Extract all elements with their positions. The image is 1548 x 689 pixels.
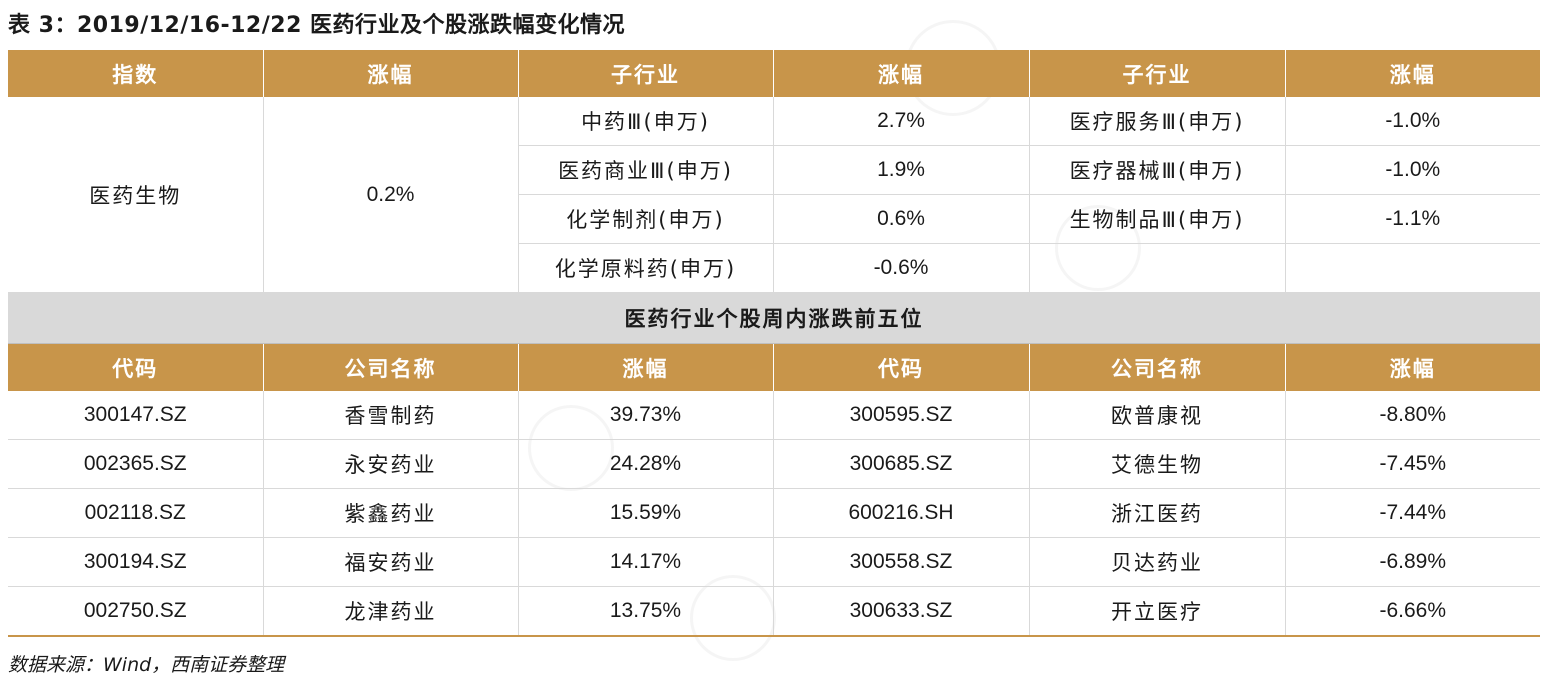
header-company: 公司名称 [1029, 343, 1286, 391]
header-company: 公司名称 [263, 343, 519, 391]
table-row: 002750.SZ 龙津药业 13.75% 300633.SZ 开立医疗 -6.… [8, 586, 1540, 637]
stock-code: 300558.SZ [773, 537, 1030, 587]
company-name: 浙江医药 [1029, 488, 1286, 538]
table-row: 300147.SZ 香雪制药 39.73% 300595.SZ 欧普康视 -8.… [8, 391, 1540, 440]
data-table: 指数 涨幅 子行业 涨幅 子行业 涨幅 医药生物 0.2% 中药Ⅲ(申万) 2.… [8, 50, 1540, 637]
subindustry-change: 1.9% [773, 145, 1030, 195]
source-note: 数据来源：Wind，西南证券整理 [8, 654, 285, 676]
company-name: 紫鑫药业 [263, 488, 519, 538]
header-subindustry: 子行业 [518, 50, 774, 97]
subindustry-change: -1.1% [1285, 194, 1540, 244]
header-change: 涨幅 [263, 50, 519, 97]
company-name: 开立医疗 [1029, 586, 1286, 637]
subindustry-name [1029, 243, 1286, 293]
header-code: 代码 [8, 343, 264, 391]
table-title: 表 3：2019/12/16-12/22 医药行业及个股涨跌幅变化情况 [8, 13, 626, 38]
header-change: 涨幅 [518, 343, 774, 391]
stock-code: 600216.SH [773, 488, 1030, 538]
section-title: 医药行业个股周内涨跌前五位 [8, 292, 1540, 344]
stock-code: 300685.SZ [773, 439, 1030, 489]
subindustry-name: 医药商业Ⅲ(申万) [518, 145, 774, 195]
stock-change: -8.80% [1285, 391, 1540, 440]
index-name: 医药生物 [8, 97, 264, 293]
company-name: 龙津药业 [263, 586, 519, 637]
stock-change: 13.75% [518, 586, 774, 637]
stock-code: 300194.SZ [8, 537, 264, 587]
subindustry-change: 2.7% [773, 97, 1030, 146]
table-row: 002365.SZ 永安药业 24.28% 300685.SZ 艾德生物 -7.… [8, 439, 1540, 489]
stock-change: -6.89% [1285, 537, 1540, 587]
header-subindustry: 子行业 [1029, 50, 1286, 97]
stock-change: 24.28% [518, 439, 774, 489]
header-index: 指数 [8, 50, 264, 97]
table-row: 300194.SZ 福安药业 14.17% 300558.SZ 贝达药业 -6.… [8, 537, 1540, 587]
subindustry-change: 0.6% [773, 194, 1030, 244]
subindustry-name: 化学原料药(申万) [518, 243, 774, 293]
header-change: 涨幅 [1285, 50, 1540, 97]
stock-change: -6.66% [1285, 586, 1540, 637]
company-name: 永安药业 [263, 439, 519, 489]
top-header-row: 指数 涨幅 子行业 涨幅 子行业 涨幅 [8, 50, 1540, 97]
company-name: 贝达药业 [1029, 537, 1286, 587]
stock-code: 300595.SZ [773, 391, 1030, 440]
stock-code: 300147.SZ [8, 391, 264, 440]
company-name: 艾德生物 [1029, 439, 1286, 489]
table-row: 002118.SZ 紫鑫药业 15.59% 600216.SH 浙江医药 -7.… [8, 488, 1540, 538]
bottom-header-row: 代码 公司名称 涨幅 代码 公司名称 涨幅 [8, 343, 1540, 391]
section-row: 医药行业个股周内涨跌前五位 [8, 292, 1540, 344]
subindustry-change [1285, 243, 1540, 293]
header-code: 代码 [773, 343, 1030, 391]
stock-code: 002365.SZ [8, 439, 264, 489]
subindustry-name: 中药Ⅲ(申万) [518, 97, 774, 146]
stock-change: 39.73% [518, 391, 774, 440]
subindustry-change: -0.6% [773, 243, 1030, 293]
company-name: 福安药业 [263, 537, 519, 587]
index-change: 0.2% [263, 97, 519, 293]
stock-change: -7.45% [1285, 439, 1540, 489]
table-row: 化学原料药(申万) -0.6% [8, 243, 1540, 293]
stock-code: 002750.SZ [8, 586, 264, 637]
stock-change: 14.17% [518, 537, 774, 587]
subindustry-change: -1.0% [1285, 97, 1540, 146]
stock-code: 002118.SZ [8, 488, 264, 538]
table-row: 医药商业Ⅲ(申万) 1.9% 医疗器械Ⅲ(申万) -1.0% [8, 145, 1540, 195]
header-change: 涨幅 [773, 50, 1030, 97]
subindustry-name: 生物制品Ⅲ(申万) [1029, 194, 1286, 244]
subindustry-name: 医疗器械Ⅲ(申万) [1029, 145, 1286, 195]
stock-change: -7.44% [1285, 488, 1540, 538]
subindustry-change: -1.0% [1285, 145, 1540, 195]
stock-change: 15.59% [518, 488, 774, 538]
table-row: 医药生物 0.2% 中药Ⅲ(申万) 2.7% 医疗服务Ⅲ(申万) -1.0% [8, 97, 1540, 293]
table-row: 化学制剂(申万) 0.6% 生物制品Ⅲ(申万) -1.1% [8, 194, 1540, 244]
company-name: 香雪制药 [263, 391, 519, 440]
company-name: 欧普康视 [1029, 391, 1286, 440]
subindustry-name: 医疗服务Ⅲ(申万) [1029, 97, 1286, 146]
header-change: 涨幅 [1285, 343, 1540, 391]
stock-code: 300633.SZ [773, 586, 1030, 637]
subindustry-name: 化学制剂(申万) [518, 194, 774, 244]
